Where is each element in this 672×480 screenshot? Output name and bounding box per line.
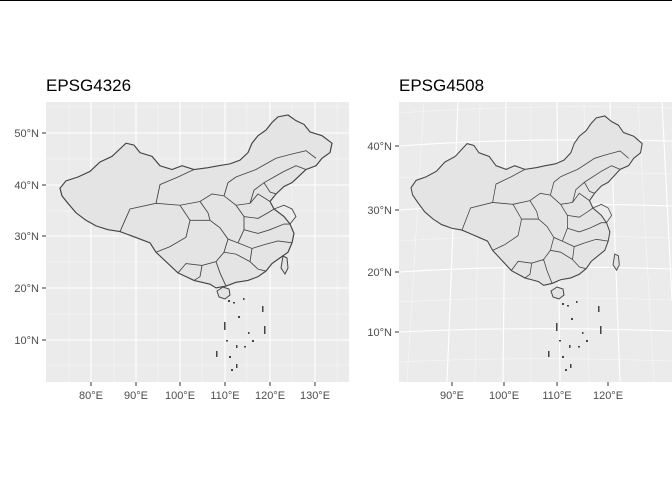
y-tick-label: 10°N xyxy=(367,327,392,339)
x-tick-label: 120°E xyxy=(593,390,623,402)
y-tick-label: 50°N xyxy=(14,128,39,140)
y-tick-label: 10°N xyxy=(14,335,39,347)
panel-right-china-map xyxy=(410,115,643,371)
y-tick-label: 30°N xyxy=(367,205,392,217)
x-tick-label: 100°E xyxy=(165,390,195,402)
panel-left-islands xyxy=(216,298,266,371)
x-tick-label: 90°E xyxy=(440,390,464,402)
x-tick-label: 100°E xyxy=(489,390,519,402)
y-tick-label: 40°N xyxy=(14,180,39,192)
panel-right-x-axis: 90°E 100°E 110°E 120°E xyxy=(440,382,623,402)
top-border-line xyxy=(0,0,672,1)
panel-left: EPSG4326 xyxy=(14,76,349,402)
panel-left-x-axis: 80°E 90°E 100°E 110°E 120°E 130°E xyxy=(79,382,330,402)
panel-right-title: EPSG4508 xyxy=(399,76,484,95)
panel-right-gridlines xyxy=(399,102,672,382)
panel-left-china-map xyxy=(59,114,333,371)
panel-right-islands xyxy=(548,301,602,371)
panel-right: EPSG4508 xyxy=(367,76,672,402)
x-tick-label: 80°E xyxy=(79,390,103,402)
y-tick-label: 20°N xyxy=(14,283,39,295)
y-tick-label: 40°N xyxy=(367,141,392,153)
x-tick-label: 90°E xyxy=(124,390,148,402)
panel-left-title: EPSG4326 xyxy=(46,76,131,95)
panel-right-y-axis: 40°N 30°N 20°N 10°N xyxy=(367,141,399,339)
y-tick-label: 30°N xyxy=(14,231,39,243)
x-tick-label: 130°E xyxy=(300,390,330,402)
panel-left-y-axis: 50°N 40°N 30°N 20°N 10°N xyxy=(14,128,46,347)
x-tick-label: 110°E xyxy=(210,390,239,402)
x-tick-label: 120°E xyxy=(255,390,285,402)
y-tick-label: 20°N xyxy=(367,267,392,279)
x-tick-label: 110°E xyxy=(542,390,571,402)
